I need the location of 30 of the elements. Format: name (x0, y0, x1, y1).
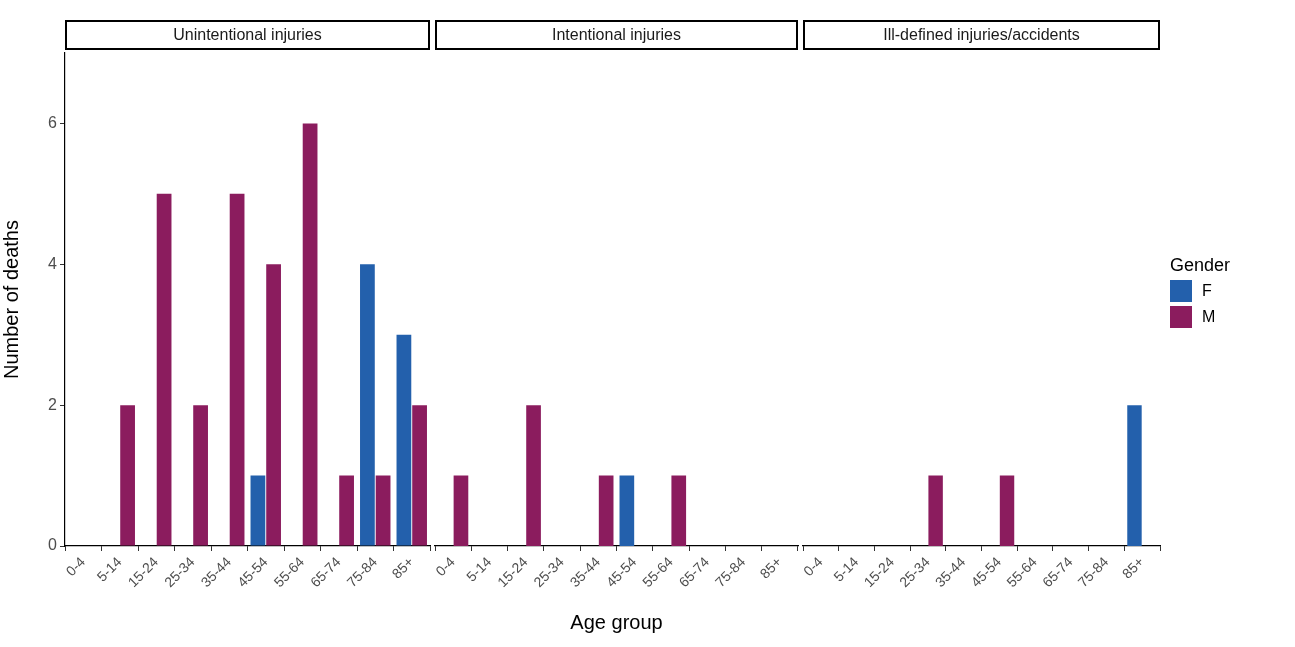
chart-title: Intentional injuries (435, 20, 798, 50)
y-tick-label: 4 (48, 254, 58, 272)
legend-label: F (1202, 282, 1212, 300)
x-tick-label: 0-4 (800, 553, 826, 580)
bar (120, 405, 135, 546)
bar (229, 193, 245, 546)
bar (250, 475, 266, 546)
bar (266, 264, 281, 546)
y-tick-label: 2 (48, 395, 58, 413)
x-tick-label: 85+ (1118, 553, 1147, 582)
bar (396, 334, 412, 546)
bar (375, 475, 391, 546)
bar (360, 264, 375, 546)
x-tick-label: 0-4 (62, 553, 89, 580)
y-tick-label: 0 (48, 536, 58, 554)
x-tick-label: 85+ (756, 553, 785, 582)
y-axis-title: Number of deaths (0, 220, 22, 379)
bar (156, 193, 172, 546)
legend-title: Gender (1170, 255, 1231, 276)
bar (339, 475, 354, 546)
bar (193, 405, 208, 546)
x-axis-title: Age group (570, 610, 663, 633)
chart-title: Unintentional injuries (65, 20, 430, 50)
bar (412, 405, 427, 546)
legend-label: M (1202, 308, 1216, 326)
y-tick-label: 6 (48, 113, 58, 131)
chart-title: Ill-defined injuries/accidents (803, 20, 1160, 50)
x-tick-label: 85+ (388, 553, 417, 582)
bar (302, 123, 318, 546)
x-tick-label: 0-4 (432, 553, 459, 580)
